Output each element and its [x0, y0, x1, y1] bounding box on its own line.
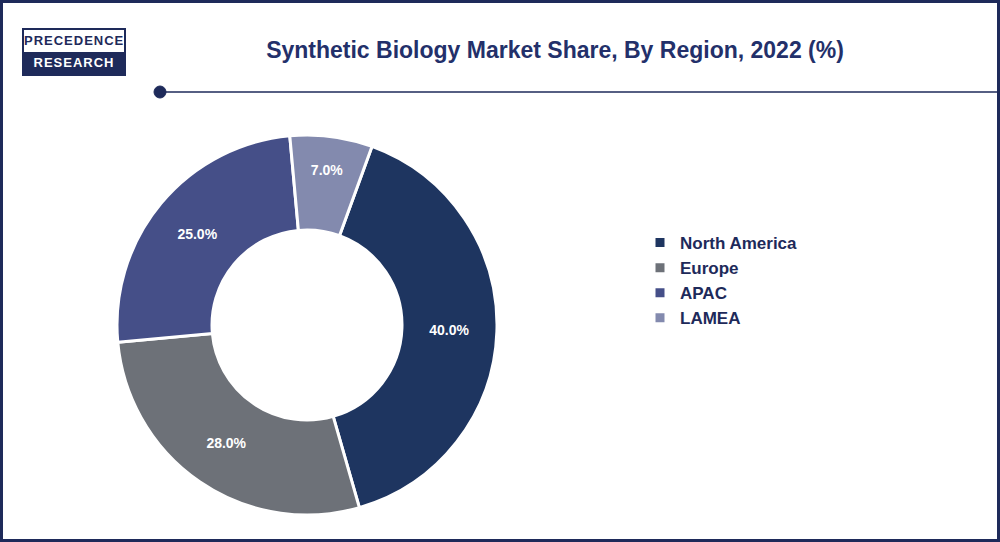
- svg-text:7.0%: 7.0%: [311, 162, 343, 178]
- svg-text:40.0%: 40.0%: [429, 322, 469, 338]
- svg-text:28.0%: 28.0%: [206, 435, 246, 451]
- html-text:RESEARCH: RESEARCH: [33, 55, 115, 70]
- svg-text:Synthetic Biology Market Share: Synthetic Biology Market Share, By Regio…: [266, 37, 844, 63]
- svg-text:Europe: Europe: [680, 259, 739, 278]
- svg-text:North America: North America: [680, 234, 797, 253]
- svg-text:LAMEA: LAMEA: [680, 309, 740, 328]
- html-text:PRECEDENCE: PRECEDENCE: [24, 33, 125, 48]
- svg-text:25.0%: 25.0%: [177, 226, 217, 242]
- svg-text:APAC: APAC: [680, 284, 727, 303]
